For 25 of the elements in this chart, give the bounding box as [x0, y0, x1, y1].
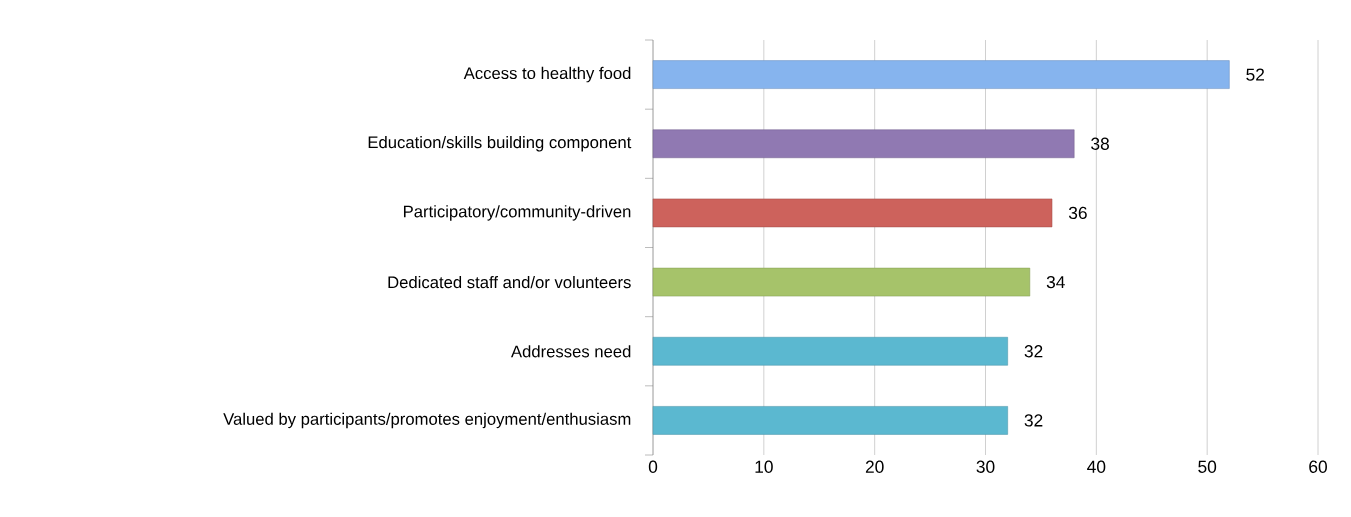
y-tick-label: Dedicated staff and/or volunteers	[388, 275, 631, 289]
bar	[652, 406, 1008, 435]
y-tick-label: Education/skills building component	[368, 135, 632, 152]
data-label: 34	[1046, 275, 1065, 289]
y-tick-label: Access to healthy food	[463, 66, 631, 83]
bar	[652, 129, 1075, 159]
y-tick-label: Participatory/community-driven	[403, 205, 631, 221]
bar	[652, 198, 1053, 228]
data-label: 36	[1068, 206, 1087, 220]
x-tick-label: 0	[648, 460, 658, 473]
x-tick-label: 50	[1198, 460, 1217, 473]
y-tick-label: Valued by participants/promotes enjoyment/enthusiasm	[223, 412, 631, 429]
bar	[652, 336, 1008, 366]
data-label: 32	[1024, 345, 1043, 358]
y-tick-label: Addresses need	[511, 345, 631, 358]
x-tick-label: 40	[1087, 460, 1106, 473]
bar	[652, 267, 1031, 297]
x-tick-label: 30	[976, 460, 995, 473]
x-tick-label: 10	[755, 460, 773, 473]
data-label: 52	[1246, 68, 1265, 81]
data-label: 32	[1024, 414, 1043, 427]
bar	[652, 60, 1230, 89]
data-label: 38	[1091, 137, 1109, 150]
x-tick-label: 20	[865, 460, 884, 473]
x-tick-label: 60	[1309, 460, 1327, 473]
